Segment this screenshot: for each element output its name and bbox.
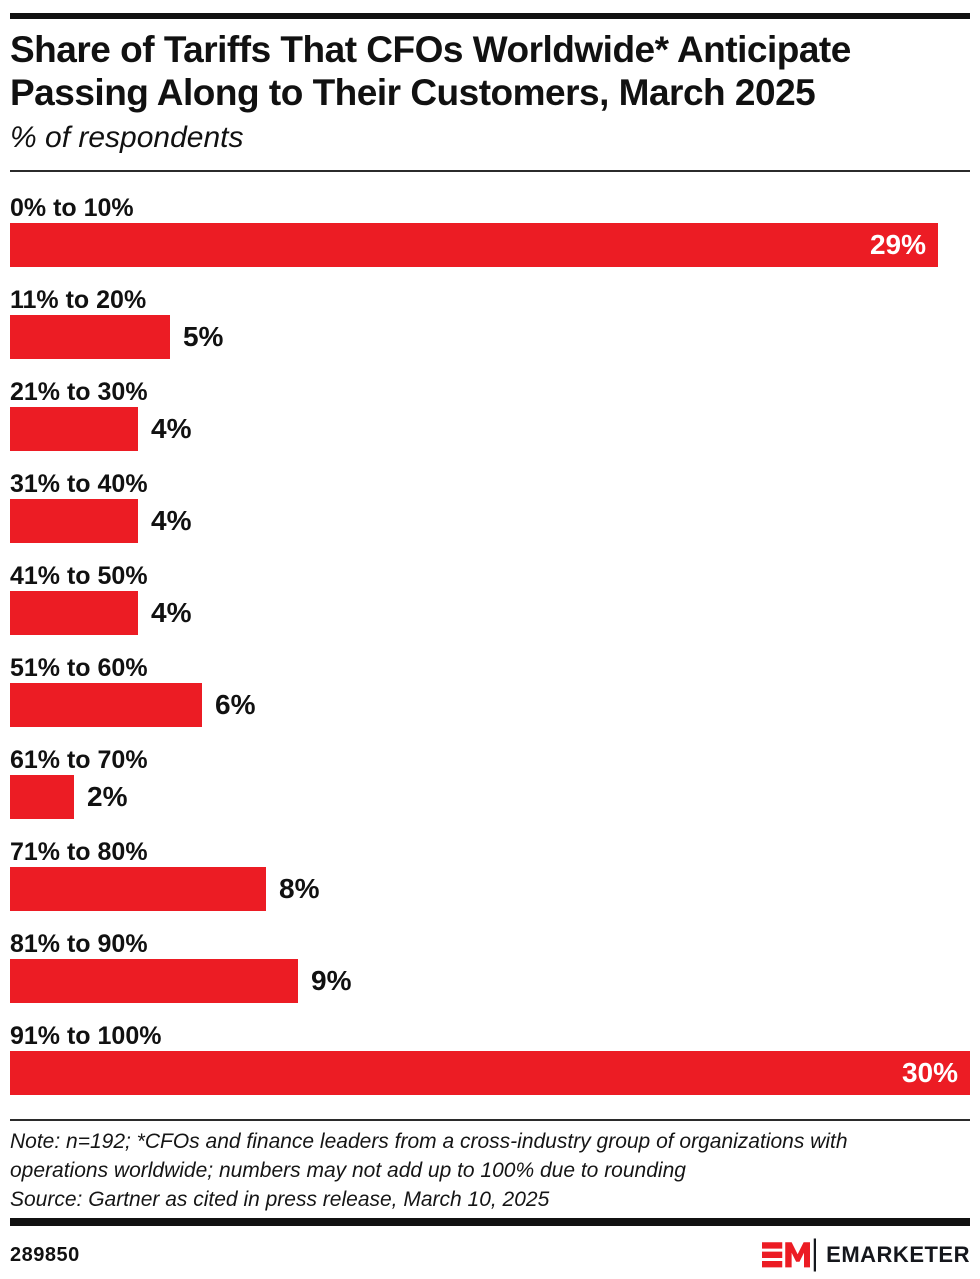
chart-title: Share of Tariffs That CFOs Worldwide* An… (10, 29, 851, 113)
bar (10, 591, 138, 635)
chart-subtitle: % of respondents (10, 121, 244, 154)
bar-row: 31% to 40% 4% (10, 469, 970, 543)
infographic-page: Share of Tariffs That CFOs Worldwide* An… (0, 13, 980, 1273)
bar-row: 0% to 10% 29% (10, 193, 970, 267)
bar-line: 2% (10, 775, 970, 819)
value-label: 4% (151, 505, 192, 536)
category-label: 11% to 20% (10, 286, 147, 314)
bar-line: 4% (10, 591, 970, 635)
bar: 30% (10, 1051, 970, 1095)
source-line: Source: Gartner as cited in press releas… (10, 1188, 550, 1211)
category-label: 91% to 100% (10, 1022, 162, 1050)
value-label: 29% (869, 229, 926, 260)
note-line-1: Note: n=192; *CFOs and finance leaders f… (10, 1130, 848, 1153)
bar-row: 71% to 80% 8% (10, 837, 970, 911)
bar-row: 91% to 100% 30% (10, 1021, 970, 1095)
bar (10, 315, 170, 359)
value-label: 4% (151, 597, 192, 628)
chart-bottom-divider (10, 1119, 970, 1121)
footer-black-bar (10, 1218, 970, 1226)
value-label: 9% (311, 965, 352, 996)
value-label: 30% (901, 1057, 958, 1088)
bar (10, 683, 202, 727)
footer: 289850 EMARKETER (10, 1237, 970, 1273)
category-label: 71% to 80% (10, 838, 148, 866)
bar-chart: 0% to 10% 29% 11% to 20% 5% 21% to 30% 4% 31% … (10, 193, 970, 1095)
category-label: 81% to 90% (10, 930, 148, 958)
emarketer-logo-icon (762, 1238, 817, 1272)
bar-line: 9% (10, 959, 970, 1003)
bar-line: 8% (10, 867, 970, 911)
value-label: 5% (182, 321, 224, 352)
category-label: 51% to 60% (10, 654, 148, 682)
bar-line: 30% (10, 1051, 970, 1095)
bar-row: 11% to 20% 5% (10, 285, 970, 359)
category-label: 21% to 30% (10, 378, 148, 406)
bar-line: 4% (10, 499, 970, 543)
bar-row: 21% to 30% 4% (10, 377, 970, 451)
category-label: 31% to 40% (10, 470, 148, 498)
bar (10, 959, 298, 1003)
bar-row: 61% to 70% 2% (10, 745, 970, 819)
category-label: 0% to 10% (10, 194, 134, 222)
category-label: 41% to 50% (10, 562, 148, 590)
brand-name: EMARKETER (826, 1242, 970, 1267)
bar (10, 775, 74, 819)
bar-row: 51% to 60% 6% (10, 653, 970, 727)
bar-line: 29% (10, 223, 970, 267)
bar-line: 5% (10, 315, 970, 359)
emarketer-brand: EMARKETER (762, 1237, 970, 1273)
note-text: Note: n=192; *CFOs and finance leaders f… (10, 1127, 970, 1214)
bar-line: 4% (10, 407, 970, 451)
bar-line: 6% (10, 683, 970, 727)
bar-row: 41% to 50% 4% (10, 561, 970, 635)
value-label: 8% (279, 873, 320, 904)
top-black-bar (10, 13, 970, 19)
note-line-2: operations worldwide; numbers may not ad… (10, 1159, 686, 1182)
value-label: 2% (87, 781, 128, 812)
value-label: 4% (151, 413, 192, 444)
value-label: 6% (215, 689, 256, 720)
category-label: 61% to 70% (10, 746, 148, 774)
header-divider (10, 170, 970, 172)
bar (10, 867, 266, 911)
bar: 29% (10, 223, 938, 267)
bar (10, 499, 138, 543)
bar (10, 407, 138, 451)
chart-id: 289850 (10, 1243, 80, 1266)
bar-row: 81% to 90% 9% (10, 929, 970, 1003)
